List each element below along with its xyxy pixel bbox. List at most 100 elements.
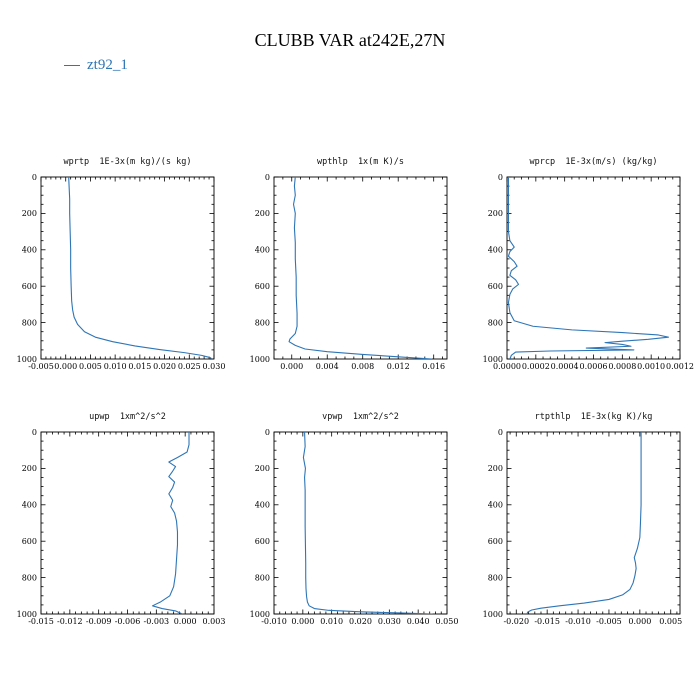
legend: zt92_1 <box>64 57 128 74</box>
x-tick-label: 0.0000 <box>493 362 521 371</box>
chart-title-wpthlp: wpthlp 1x(m K)/s <box>317 157 404 167</box>
y-tick-label: 1000 <box>17 355 37 364</box>
y-tick-label: 1000 <box>250 610 270 619</box>
chart-upwp: upwp 1xm^2/s^2 -0.015 -0.012 -0.009 -0.006 -0… <box>1 410 234 639</box>
y-tick-label: 1000 <box>250 355 270 364</box>
chart-title-vpwp: vpwp 1xm^2/s^2 <box>322 412 399 422</box>
x-tick-label: 0.000 <box>174 617 197 626</box>
x-tick-label: 0.0006 <box>580 362 608 371</box>
x-tick-label: 0.005 <box>659 617 682 626</box>
y-tick-label: 400 <box>488 246 503 255</box>
data-line-zt92_1 <box>526 432 642 614</box>
y-tick-label: 600 <box>255 282 270 291</box>
chart-vpwp: vpwp 1xm^2/s^2 -0.010 0.000 0.010 0.020 0.030… <box>234 410 467 639</box>
x-tick-label: 0.0008 <box>608 362 636 371</box>
x-tick-label: 0.000 <box>280 362 303 371</box>
x-tick-label: 0.000 <box>54 362 77 371</box>
chart-plot-wpthlp: 0.000 0.004 0.008 0.012 0.016 0 200 400 600 800 10… <box>250 173 448 371</box>
x-tick-label: 0.030 <box>203 362 226 371</box>
chart-title-upwp: upwp 1xm^2/s^2 <box>89 412 166 422</box>
y-tick-label: 0 <box>265 173 270 182</box>
x-tick-label: 0.000 <box>628 617 651 626</box>
chart-plot-wprtp: -0.005 0.000 0.005 0.010 0.015 0.020 0.025 0.03… <box>17 173 226 371</box>
y-tick-label: 800 <box>255 318 270 327</box>
y-tick-label: 1000 <box>483 355 503 364</box>
x-tick-label: 0.004 <box>316 362 339 371</box>
chart-plot-rtpthlp: -0.020 -0.015 -0.010 -0.005 0.000 0.005 0 200 40… <box>483 428 683 626</box>
x-tick-label: -0.015 <box>28 617 54 626</box>
y-tick-label: 400 <box>488 501 503 510</box>
y-tick-label: 600 <box>488 537 503 546</box>
y-tick-label: 0 <box>32 428 37 437</box>
x-tick-label: 0.016 <box>422 362 445 371</box>
data-line-zt92_1 <box>288 177 432 359</box>
data-line-zt92_1 <box>68 177 213 359</box>
y-tick-label: 400 <box>255 501 270 510</box>
y-tick-label: 800 <box>488 318 503 327</box>
x-tick-label: 0.050 <box>436 617 459 626</box>
x-tick-label: -0.005 <box>28 362 54 371</box>
y-tick-label: 600 <box>22 537 37 546</box>
x-tick-label: 0.005 <box>79 362 102 371</box>
y-tick-label: 600 <box>488 282 503 291</box>
x-tick-label: 0.000 <box>291 617 314 626</box>
x-tick-label: -0.015 <box>534 617 560 626</box>
chart-plot-vpwp: -0.010 0.000 0.010 0.020 0.030 0.040 0.050 0 200… <box>250 428 459 626</box>
data-line-zt92_1 <box>151 432 190 614</box>
charts-grid: wprtp 1E-3x(m kg)/(s kg) -0.005 0.000 0.005… <box>1 155 700 639</box>
y-tick-label: 800 <box>488 573 503 582</box>
x-tick-label: 0.0012 <box>666 362 694 371</box>
plot-box <box>40 176 215 360</box>
x-tick-label: 0.030 <box>378 617 401 626</box>
x-tick-label: 0.015 <box>128 362 151 371</box>
plot-box <box>506 176 681 360</box>
y-tick-label: 200 <box>255 464 270 473</box>
legend-label: zt92_1 <box>87 57 128 73</box>
x-tick-label: 0.020 <box>349 617 372 626</box>
x-tick-label: -0.012 <box>57 617 83 626</box>
x-tick-label: 0.003 <box>203 617 226 626</box>
x-tick-label: -0.005 <box>596 617 622 626</box>
chart-plot-upwp: -0.015 -0.012 -0.009 -0.006 -0.003 0.000 0.003… <box>17 428 226 626</box>
chart-wprtp: wprtp 1E-3x(m kg)/(s kg) -0.005 0.000 0.005… <box>1 155 234 384</box>
x-tick-label: 0.010 <box>104 362 127 371</box>
y-tick-label: 200 <box>488 464 503 473</box>
y-tick-label: 1000 <box>17 610 37 619</box>
x-tick-label: 0.0004 <box>551 362 579 371</box>
x-tick-label: 0.008 <box>351 362 374 371</box>
y-tick-label: 1000 <box>483 610 503 619</box>
x-tick-label: -0.010 <box>565 617 591 626</box>
x-tick-label: 0.025 <box>178 362 201 371</box>
x-tick-label: -0.003 <box>144 617 170 626</box>
plot-box <box>40 431 215 615</box>
x-tick-label: -0.009 <box>86 617 112 626</box>
y-tick-label: 0 <box>32 173 37 182</box>
chart-title-wprtp: wprtp 1E-3x(m kg)/(s kg) <box>63 157 192 167</box>
data-line-zt92_1 <box>507 177 670 359</box>
data-line-zt92_1 <box>302 432 433 614</box>
chart-wprcp: wprcp 1E-3x(m/s) (kg/kg) 0.0000 0.0002 0.00… <box>467 155 700 384</box>
y-tick-label: 400 <box>22 501 37 510</box>
chart-rtpthlp: rtpthlp 1E-3x(kg K)/kg -0.020 -0.015 -0.010… <box>467 410 700 639</box>
y-tick-label: 200 <box>488 209 503 218</box>
plot-box <box>273 176 448 360</box>
x-tick-label: 0.0002 <box>522 362 550 371</box>
y-tick-label: 600 <box>22 282 37 291</box>
y-tick-label: 600 <box>255 537 270 546</box>
legend-line-sample <box>64 65 80 66</box>
y-tick-label: 200 <box>22 209 37 218</box>
x-tick-label: -0.010 <box>261 617 287 626</box>
chart-plot-wprcp: 0.0000 0.0002 0.0004 0.0006 0.0008 0.0010 0.00… <box>483 173 694 371</box>
plot-box <box>273 431 448 615</box>
x-tick-label: 0.010 <box>320 617 343 626</box>
chart-title-wprcp: wprcp 1E-3x(m/s) (kg/kg) <box>529 157 658 167</box>
x-tick-label: 0.012 <box>387 362 410 371</box>
y-tick-label: 800 <box>22 573 37 582</box>
y-tick-label: 400 <box>255 246 270 255</box>
y-tick-label: 0 <box>498 173 503 182</box>
x-tick-label: 0.040 <box>407 617 430 626</box>
y-tick-label: 0 <box>498 428 503 437</box>
chart-wpthlp: wpthlp 1x(m K)/s 0.000 0.004 0.008 0.012 0.01… <box>234 155 467 384</box>
figure-title: CLUBB VAR at242E,27N <box>254 30 446 50</box>
y-tick-label: 200 <box>255 209 270 218</box>
